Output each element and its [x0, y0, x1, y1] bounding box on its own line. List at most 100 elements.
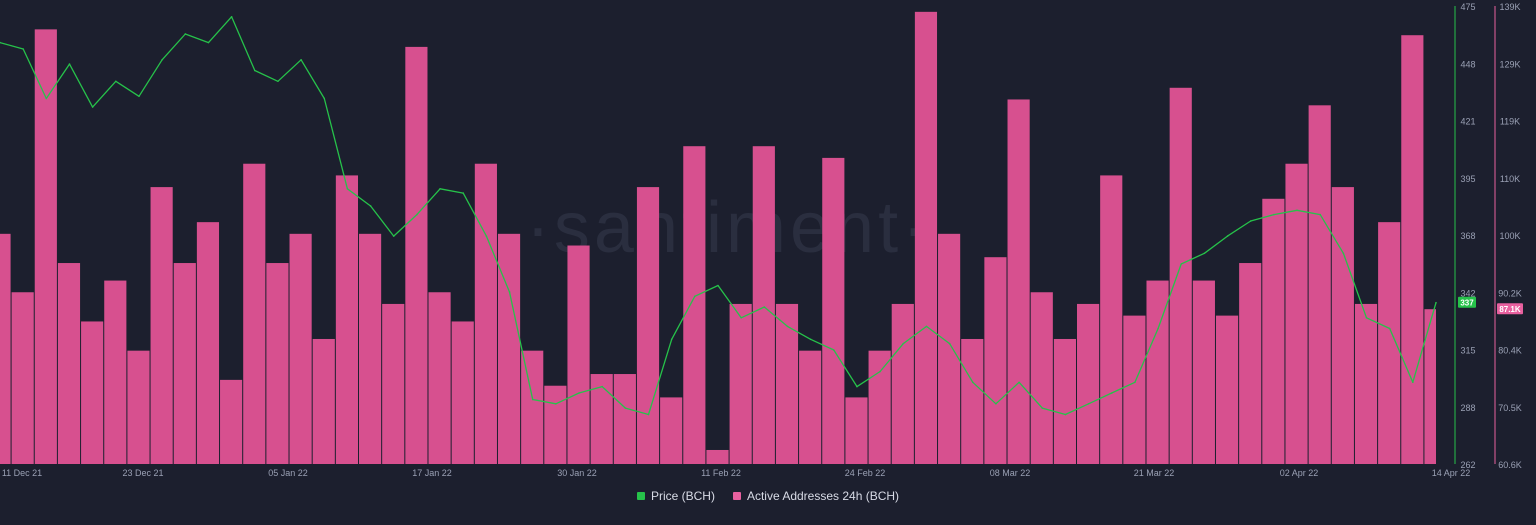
active-tick-label: 139K	[1499, 2, 1520, 12]
price-point	[392, 235, 395, 237]
active-addresses-bar	[1331, 187, 1354, 465]
active-addresses-bar	[335, 175, 358, 464]
legend: Price (BCH) Active Addresses 24h (BCH)	[0, 489, 1536, 503]
active-addresses-bar	[312, 338, 335, 464]
price-point	[1041, 407, 1044, 409]
price-point	[694, 295, 696, 298]
price-point	[508, 291, 511, 293]
active-addresses-bar	[636, 187, 660, 465]
price-point	[786, 325, 789, 328]
price-point	[624, 407, 627, 409]
active-addresses-bar	[1308, 105, 1331, 465]
active-tick-label: 119K	[1500, 117, 1520, 127]
price-tick-label: 475	[1460, 2, 1475, 12]
active-addresses-bar	[104, 280, 127, 464]
price-tick-label: 315	[1460, 346, 1475, 356]
price-point	[1134, 381, 1136, 384]
price-point	[809, 338, 812, 341]
price-point	[1249, 220, 1252, 222]
price-tick-label: 262	[1460, 460, 1475, 470]
active-addresses-bar	[752, 146, 775, 464]
price-point	[670, 338, 673, 341]
active-addresses-bar	[938, 233, 961, 464]
active-tick-label: 110K	[1500, 174, 1520, 184]
active-swatch-icon	[732, 492, 741, 500]
price-point	[369, 205, 372, 207]
active-addresses-bar	[150, 187, 173, 465]
price-last-value-badge	[1458, 296, 1476, 308]
active-addresses-bar	[822, 157, 845, 464]
price-point	[995, 402, 997, 405]
active-addresses-bar	[1424, 309, 1436, 464]
x-tick-label: 14 Apr 22	[1432, 468, 1471, 478]
price-point	[462, 192, 465, 194]
price-point	[0, 41, 1, 44]
price-last-value: 337	[1460, 299, 1474, 308]
price-point	[925, 325, 928, 328]
price-point	[1435, 301, 1437, 304]
x-tick-label: 02 Apr 22	[1280, 468, 1319, 478]
active-addresses-bar	[914, 11, 938, 465]
active-addresses-bar	[266, 263, 289, 464]
price-point	[207, 41, 210, 44]
active-addresses-bar	[359, 233, 382, 464]
price-point	[138, 95, 140, 98]
price-point	[948, 342, 951, 345]
price-point	[1087, 402, 1090, 405]
price-point	[833, 349, 835, 351]
price-point	[555, 402, 557, 405]
price-point	[879, 370, 881, 373]
x-tick-label: 05 Jan 22	[268, 468, 308, 478]
active-addresses-bars	[0, 11, 1436, 465]
price-point	[485, 235, 488, 237]
active-addresses-bar	[289, 233, 312, 464]
active-addresses-bar	[799, 350, 822, 464]
price-point	[1018, 381, 1020, 384]
x-tick-label: 11 Dec 21	[2, 468, 42, 478]
active-addresses-bar	[497, 233, 521, 464]
axes: 475 448 421 395 368 342 315 288 262 139K 129K 119K 1…	[2, 2, 1523, 478]
active-addresses-bar	[567, 245, 590, 464]
price-point	[323, 97, 326, 100]
price-tick-label: 342	[1460, 288, 1475, 298]
price-point	[68, 63, 71, 65]
active-addresses-bar	[845, 397, 868, 464]
active-addresses-bar	[474, 163, 497, 464]
price-point	[531, 398, 534, 401]
legend-item-active-addresses[interactable]: Active Addresses 24h (BCH)	[732, 489, 899, 503]
price-point	[1064, 413, 1067, 416]
x-tick-label: 08 Mar 22	[990, 468, 1031, 478]
price-point	[1180, 263, 1183, 265]
active-addresses-bar	[961, 338, 984, 464]
active-addresses-bar	[1401, 35, 1424, 465]
active-addresses-bar	[81, 321, 104, 464]
price-point	[856, 385, 858, 388]
price-point	[902, 342, 905, 345]
active-addresses-bar	[706, 449, 729, 464]
active-addresses-bar	[891, 303, 914, 464]
price-tick-label: 368	[1460, 231, 1475, 241]
price-point	[253, 69, 256, 72]
legend-item-price[interactable]: Price (BCH)	[636, 489, 715, 503]
active-addresses-bar	[451, 321, 474, 464]
active-addresses-bar	[1146, 280, 1169, 464]
active-addresses-bar	[196, 222, 220, 464]
price-point	[1412, 381, 1414, 384]
price-point	[1203, 252, 1206, 255]
active-tick-label: 60.6K	[1498, 460, 1522, 470]
active-addresses-bar	[1215, 315, 1239, 464]
active-last-value-badge	[1497, 303, 1523, 315]
price-tick-label: 288	[1460, 403, 1475, 413]
price-point	[300, 58, 302, 61]
x-tick-label: 11 Feb 22	[701, 468, 741, 478]
active-addresses-bar	[34, 29, 57, 465]
active-last-value: 87.1K	[1499, 305, 1521, 314]
active-addresses-bar	[521, 350, 544, 464]
price-point	[1157, 327, 1159, 330]
price-point	[971, 381, 974, 384]
price-point	[277, 80, 279, 83]
price-point	[161, 58, 163, 61]
price-point	[184, 33, 187, 35]
